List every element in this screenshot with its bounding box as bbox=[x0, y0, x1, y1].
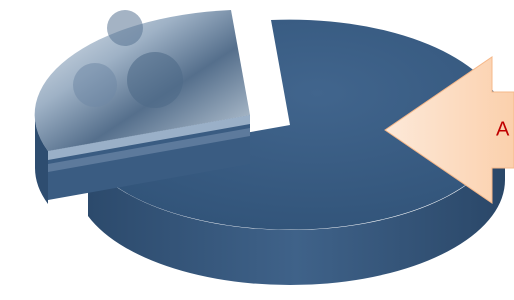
photo-figure bbox=[73, 63, 117, 107]
arrow-label: A bbox=[496, 118, 510, 140]
photo-figure bbox=[107, 10, 143, 46]
pie-graphic: A bbox=[0, 0, 514, 300]
page: A (() => { const data = JSON.parse(docum… bbox=[0, 0, 514, 300]
photo-figure bbox=[127, 52, 183, 108]
